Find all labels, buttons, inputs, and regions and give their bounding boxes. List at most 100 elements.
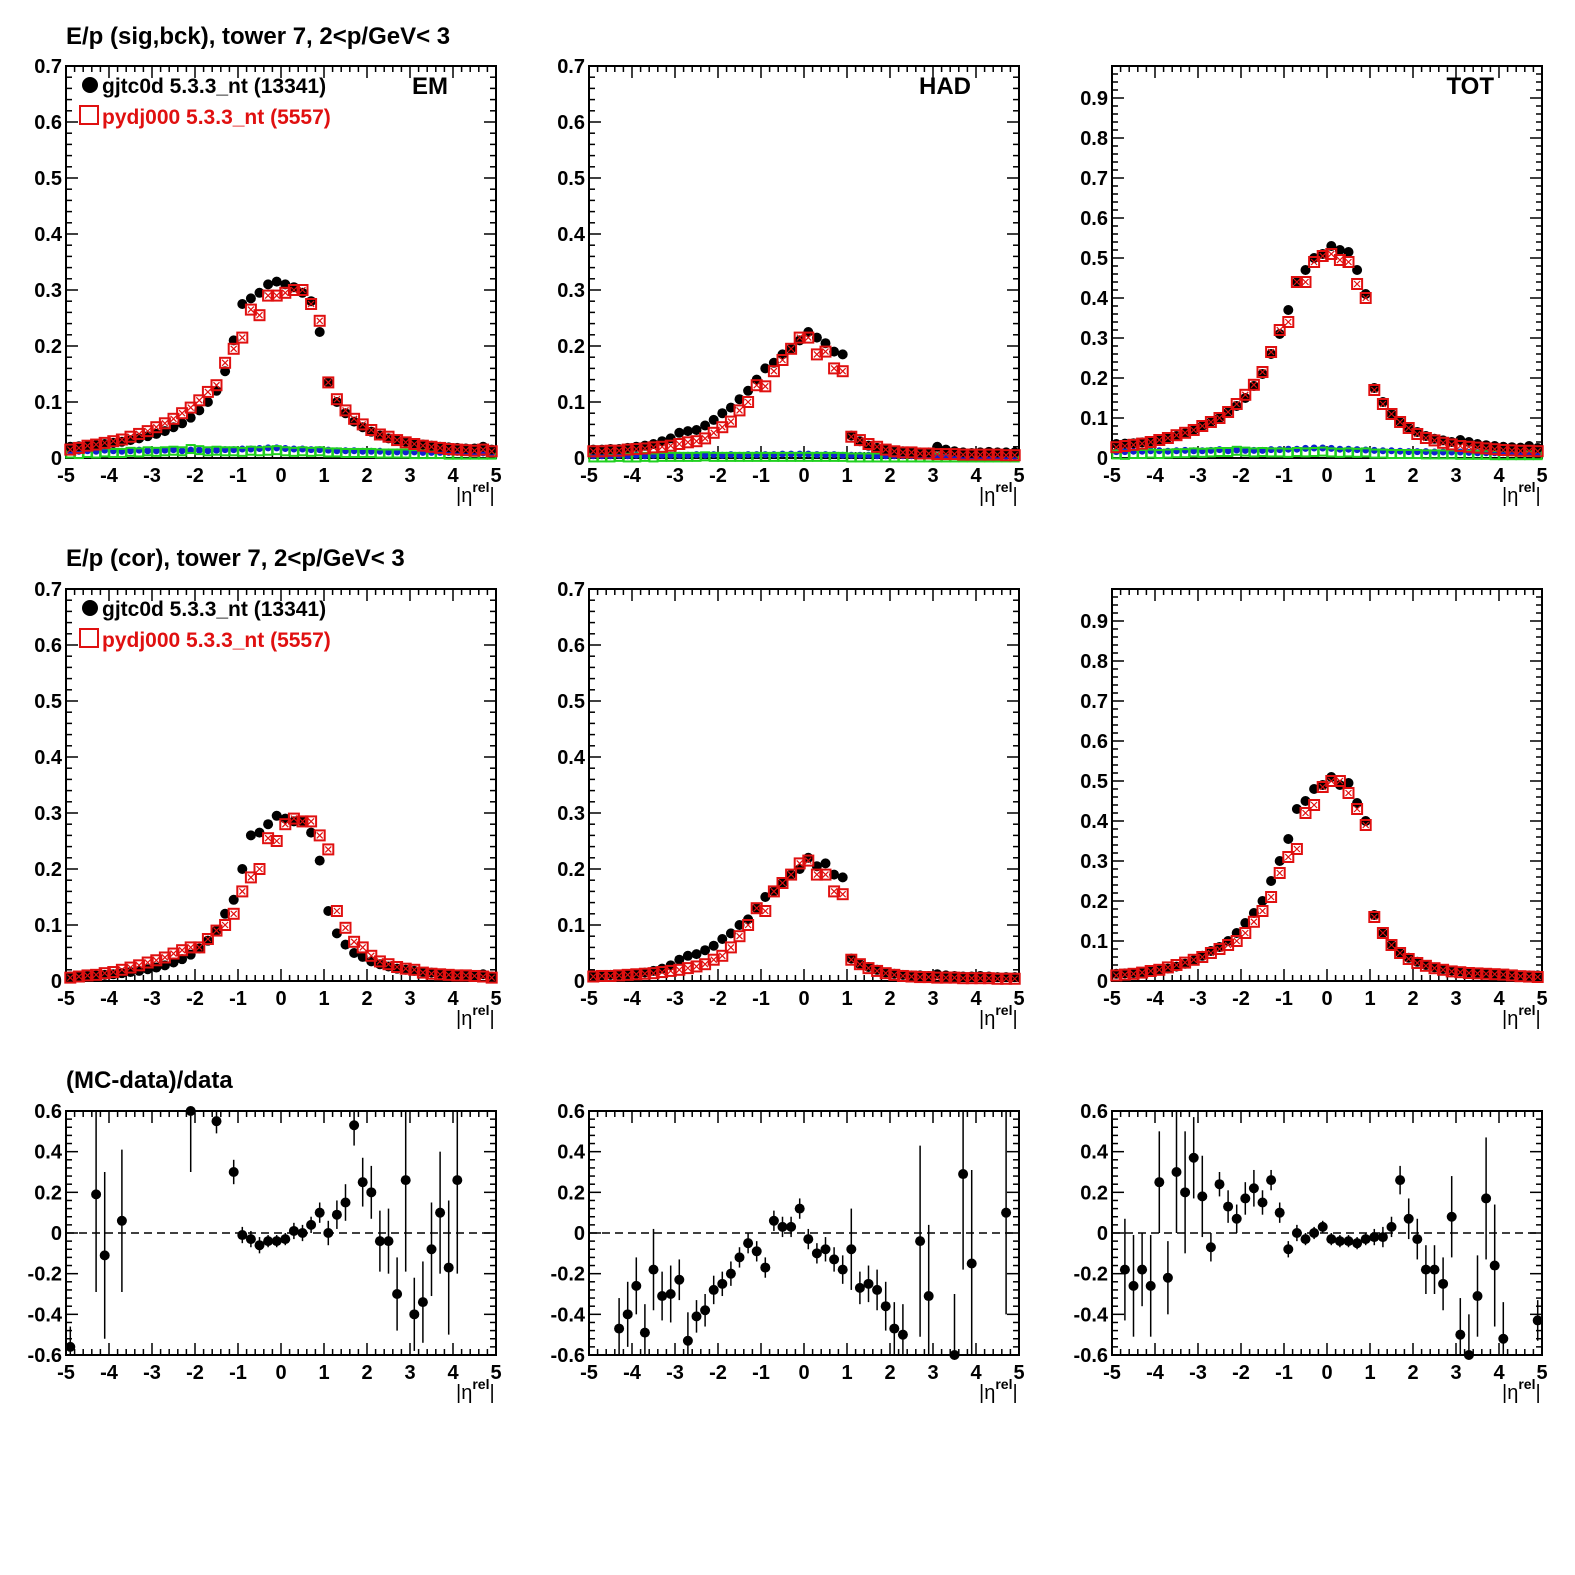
- mc-point-cross: [1517, 447, 1524, 455]
- mc-point-cross: [899, 972, 907, 980]
- mc-point-cross: [865, 440, 872, 448]
- x-tick-label: -5: [57, 1362, 75, 1384]
- mc-point-cross: [1302, 809, 1309, 817]
- data-point: [1352, 265, 1363, 275]
- x-axis-label-end: |: [1012, 485, 1017, 507]
- mc-point-cross: [1508, 971, 1516, 979]
- mc-point-cross: [307, 300, 315, 308]
- mc-point: [673, 438, 686, 450]
- x-tick-label: 0: [1321, 465, 1332, 487]
- data-point: [1119, 968, 1130, 979]
- mc-point: [862, 438, 875, 450]
- mc-point-cross: [1448, 440, 1456, 448]
- mc-point: [167, 947, 180, 960]
- mc-point-cross: [830, 364, 838, 372]
- x-tick-label: -2: [1232, 988, 1250, 1010]
- mc-point-cross: [1155, 436, 1163, 444]
- mc-point: [1290, 843, 1303, 855]
- mc-point: [690, 960, 703, 973]
- mc-point: [802, 331, 815, 344]
- mc-point-cross: [951, 974, 958, 982]
- x-tick-label: 2: [884, 988, 895, 1010]
- mc-point-cross: [976, 974, 984, 982]
- mc-point-cross: [1259, 907, 1266, 915]
- data-point: [682, 426, 693, 437]
- series-1: [1124, 1111, 1539, 1355]
- data-point: [254, 287, 265, 298]
- x-axis-label-base: |η: [456, 1008, 472, 1030]
- data-point: [1309, 784, 1320, 794]
- mc-point-cross: [213, 927, 220, 935]
- ratio-point: [700, 1305, 711, 1316]
- mc-point: [81, 969, 94, 982]
- mc-point: [1230, 398, 1243, 410]
- mc-point-cross: [488, 447, 496, 455]
- mc-point: [1230, 935, 1243, 947]
- x-tick-label: 5: [490, 465, 501, 487]
- mc-point: [1144, 965, 1157, 977]
- ratio-point: [915, 1236, 926, 1247]
- data-point: [829, 346, 840, 357]
- y-tick-label: 0: [574, 1223, 585, 1245]
- mc-point-cross: [667, 967, 675, 975]
- bck-data-point: [264, 444, 272, 452]
- mc-point-cross: [1413, 430, 1421, 438]
- mc-point-cross: [453, 971, 461, 979]
- y-tick-label: 0: [51, 448, 62, 470]
- mc-point: [1471, 967, 1484, 980]
- mc-point: [836, 888, 849, 901]
- mc-point: [1136, 437, 1149, 450]
- mc-point: [630, 443, 643, 456]
- mc-point-cross: [1439, 439, 1447, 447]
- mc-point: [965, 448, 978, 461]
- x-tick-label: 1: [318, 465, 329, 487]
- x-tick-label: -1: [1275, 1362, 1293, 1384]
- x-tick-label: -2: [709, 988, 727, 1010]
- x-tick-label: 3: [1450, 1362, 1461, 1384]
- mc-point: [1127, 967, 1140, 980]
- mc-point-cross: [701, 434, 709, 442]
- mc-point: [1282, 316, 1295, 328]
- mc-point-cross: [1250, 381, 1258, 389]
- y-tick-label: 0: [1097, 971, 1108, 993]
- mc-point: [1428, 962, 1441, 975]
- data-point: [588, 970, 599, 981]
- mc-point: [72, 441, 85, 454]
- mc-point: [408, 438, 421, 450]
- mc-point-cross: [393, 436, 401, 444]
- x-tick-label: 4: [970, 465, 982, 487]
- y-tick-label: 0.6: [557, 635, 585, 657]
- mc-point: [1505, 969, 1518, 982]
- mc-point-cross: [307, 817, 315, 825]
- data-point: [915, 447, 926, 458]
- bck-data-point: [195, 446, 203, 454]
- mc-point: [1153, 434, 1166, 446]
- ratio-point: [897, 1329, 908, 1340]
- mc-point-cross: [761, 907, 769, 915]
- x-axis-label-end: |: [489, 485, 494, 507]
- series-1: [64, 284, 498, 458]
- mc-point-cross: [624, 971, 632, 979]
- mc-point-cross: [195, 943, 203, 951]
- mc-point: [982, 972, 995, 985]
- mc-point: [1514, 970, 1527, 983]
- ratio-point: [751, 1246, 762, 1257]
- ratio-point: [803, 1234, 814, 1245]
- mc-point-cross: [1241, 929, 1249, 937]
- y-tick-label: 0.9: [1080, 88, 1108, 110]
- ratio-point: [631, 1280, 642, 1291]
- mc-point-cross: [598, 972, 606, 980]
- data-point: [1334, 245, 1345, 255]
- y-tick-label: 0.6: [34, 112, 62, 134]
- data-point: [1248, 381, 1259, 391]
- mc-point-cross: [1224, 941, 1232, 949]
- mc-point-cross: [101, 969, 109, 977]
- data-point: [1257, 896, 1268, 906]
- mc-point-cross: [856, 960, 864, 968]
- mc-point: [819, 345, 832, 358]
- mc-point: [150, 421, 163, 434]
- panel-tag: TOT: [1446, 73, 1494, 100]
- mc-point: [1187, 953, 1200, 966]
- y-tick-label: 0.9: [1080, 611, 1108, 633]
- mc-point-cross: [1456, 968, 1464, 976]
